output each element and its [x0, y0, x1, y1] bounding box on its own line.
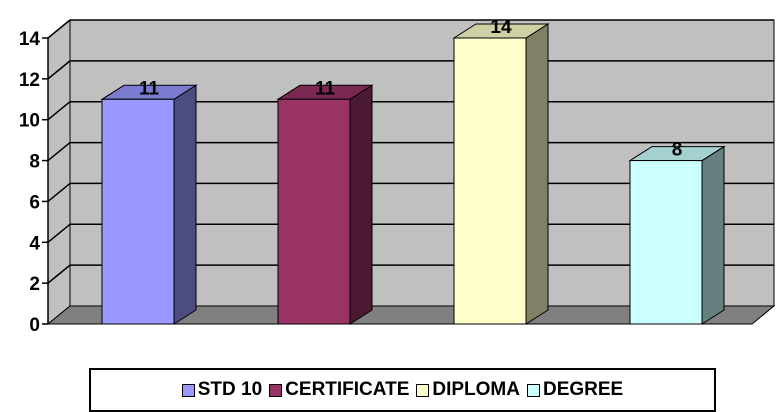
- legend-item-std10: STD 10: [181, 379, 263, 401]
- y-tick-label: 14: [19, 29, 41, 50]
- bars: [100, 23, 726, 325]
- legend-label-std10: STD 10: [197, 379, 263, 400]
- bar-side-diploma: [525, 23, 549, 325]
- y-tick-label: 12: [19, 70, 40, 91]
- value-axis: 0 2 4 6 8 10 12 14: [19, 29, 49, 336]
- data-label-degree: 8: [672, 140, 683, 161]
- legend-label-diploma: DIPLOMA: [432, 379, 520, 400]
- bar-certificate: [276, 84, 374, 325]
- gridline-side: [47, 19, 71, 39]
- legend-item-degree: DEGREE: [526, 379, 624, 401]
- y-tick-label: 10: [19, 111, 40, 132]
- gridline-side: [47, 264, 71, 284]
- legend-item-certificate: CERTIFICATE: [269, 379, 409, 401]
- gridline-side: [47, 223, 71, 243]
- bar-diploma: [452, 23, 550, 325]
- bar-chart: 0 2 4 6 8 10 12 14 11 11 14 8: [19, 17, 776, 336]
- y-tick-label: 6: [29, 192, 40, 213]
- legend-swatch-std10: [181, 383, 195, 397]
- bar-std10: [100, 84, 198, 325]
- bar-degree: [628, 145, 726, 325]
- bar-side-degree: [701, 145, 725, 325]
- legend-label-degree: DEGREE: [542, 379, 624, 400]
- bar-front-degree: [629, 160, 703, 325]
- gridline-side: [47, 101, 71, 121]
- legend-item-diploma: DIPLOMA: [416, 379, 520, 401]
- bar-front-diploma: [453, 37, 527, 325]
- bar-front-std10: [101, 98, 175, 325]
- data-label-std10: 11: [139, 78, 160, 99]
- data-labels: 11 11 14 8: [139, 17, 682, 161]
- y-tick-label: 4: [29, 233, 40, 254]
- legend-label-certificate: CERTIFICATE: [285, 379, 410, 400]
- gridline-side: [47, 141, 71, 162]
- y-tick-label: 8: [29, 152, 40, 173]
- plot-side-wall: [47, 18, 71, 326]
- legend-swatch-diploma: [416, 383, 430, 397]
- gridline-side: [47, 60, 71, 80]
- bar-front-certificate: [277, 98, 351, 325]
- y-tick-label: 2: [29, 274, 40, 295]
- data-label-certificate: 11: [315, 78, 336, 99]
- legend-swatch-degree: [526, 383, 540, 397]
- y-tick-label: 0: [29, 315, 40, 336]
- bar-side-certificate: [349, 84, 373, 325]
- gridline-side: [47, 182, 71, 203]
- data-label-diploma: 14: [490, 17, 512, 38]
- legend-swatch-certificate: [269, 383, 283, 397]
- bar-side-std10: [173, 84, 197, 325]
- chart-legend: STD 10 CERTIFICATE DIPLOMA DEGREE: [89, 368, 716, 412]
